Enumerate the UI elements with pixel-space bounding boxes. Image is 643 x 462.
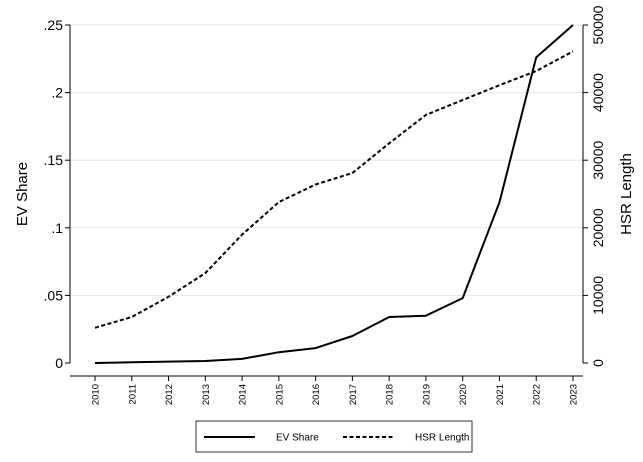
y-left-tick-label: .2 xyxy=(51,85,63,101)
x-tick-label: 2022 xyxy=(532,384,543,405)
y-right-tick-label: 40000 xyxy=(590,73,606,112)
x-tick-label: 2015 xyxy=(274,384,285,405)
y-right-tick-label: 10000 xyxy=(590,276,606,315)
gridlines xyxy=(70,24,583,296)
x-tick-label: 2017 xyxy=(348,384,359,405)
series-line-hsr-length xyxy=(94,50,574,329)
legend: EV Share HSR Length xyxy=(195,420,473,453)
x-tick-label: 2018 xyxy=(385,384,396,405)
legend-label-ev-share: EV Share xyxy=(276,433,319,444)
y-right-tick-label: 30000 xyxy=(590,141,606,180)
x-tick-label: 2011 xyxy=(127,384,138,404)
x-tick-label: 2020 xyxy=(458,384,469,405)
y-right-tick-label: 0 xyxy=(590,359,606,367)
series-line-ev-share xyxy=(94,24,574,364)
x-tick-label: 2010 xyxy=(91,384,102,405)
y-right-tick-label: 20000 xyxy=(590,208,606,247)
series-lines xyxy=(94,24,574,364)
x-tick-label: 2012 xyxy=(164,384,175,405)
x-tick-label: 2013 xyxy=(201,384,212,405)
x-tick-label: 2016 xyxy=(311,384,322,405)
y-left-tick-label: .05 xyxy=(44,287,64,303)
y-right-tick-label: 50000 xyxy=(590,5,606,44)
y-axis-right-title: HSR Length xyxy=(618,153,635,235)
tick-labels: 0 .05 .1 .15 .2 .25 0 10000 20000 30000 40000 50000… xyxy=(44,5,606,405)
y-left-tick-label: 0 xyxy=(55,355,63,371)
legend-label-hsr-length: HSR Length xyxy=(415,433,469,444)
axes xyxy=(69,25,584,377)
x-tick-label: 2014 xyxy=(238,384,249,405)
y-left-tick-label: .1 xyxy=(51,220,63,236)
x-tick-label: 2019 xyxy=(421,384,432,405)
y-axis-left-title: EV Share xyxy=(14,162,31,226)
y-left-tick-label: .25 xyxy=(44,17,64,33)
x-tick-label: 2021 xyxy=(495,384,506,405)
x-tick-label: 2023 xyxy=(569,384,580,405)
y-left-tick-label: .15 xyxy=(44,152,64,168)
